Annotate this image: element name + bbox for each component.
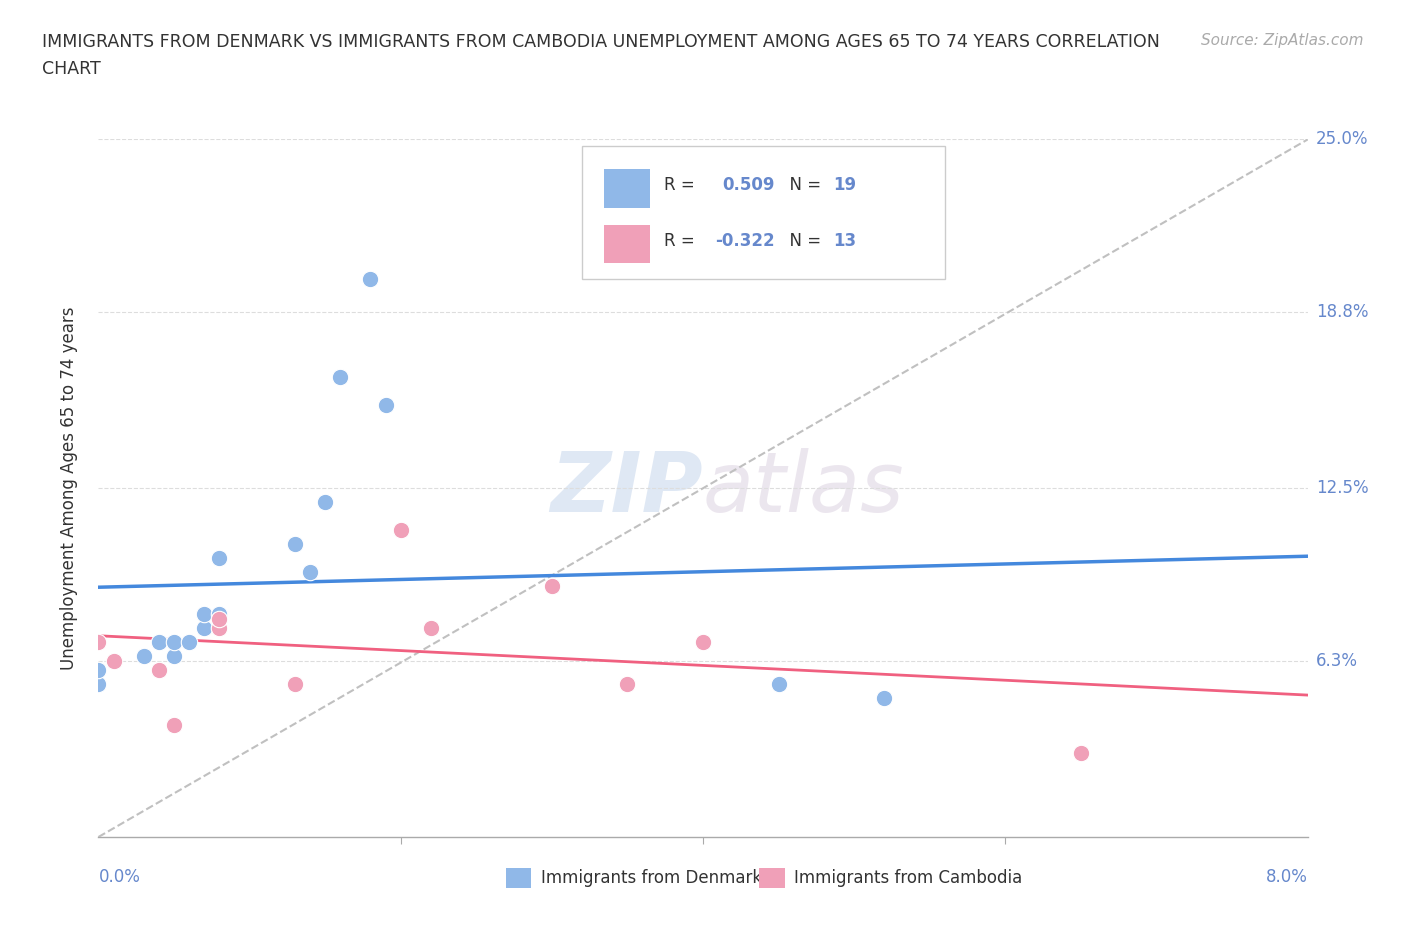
Text: 0.0%: 0.0% — [98, 868, 141, 885]
Point — [1070, 746, 1092, 761]
Text: 0.509: 0.509 — [723, 176, 775, 193]
Point — [87, 662, 110, 677]
Point — [419, 620, 441, 635]
Text: Immigrants from Cambodia: Immigrants from Cambodia — [794, 869, 1022, 887]
Point — [208, 612, 231, 627]
Point — [359, 272, 381, 286]
Point — [540, 578, 562, 593]
Point — [132, 648, 155, 663]
Point — [163, 634, 186, 649]
Text: IMMIGRANTS FROM DENMARK VS IMMIGRANTS FROM CAMBODIA UNEMPLOYMENT AMONG AGES 65 T: IMMIGRANTS FROM DENMARK VS IMMIGRANTS FR… — [42, 33, 1160, 50]
Text: N =: N = — [779, 176, 827, 193]
Point — [768, 676, 790, 691]
Point — [148, 634, 170, 649]
Point — [374, 397, 396, 412]
Point — [299, 565, 322, 579]
Point — [314, 495, 336, 510]
Text: 6.3%: 6.3% — [1316, 652, 1358, 671]
Point — [284, 537, 307, 551]
Point — [193, 606, 215, 621]
Text: R =: R = — [664, 176, 706, 193]
Point — [616, 676, 638, 691]
Text: 18.8%: 18.8% — [1316, 303, 1368, 322]
FancyBboxPatch shape — [603, 169, 650, 207]
Text: 8.0%: 8.0% — [1265, 868, 1308, 885]
Text: Source: ZipAtlas.com: Source: ZipAtlas.com — [1201, 33, 1364, 47]
Text: -0.322: -0.322 — [716, 232, 775, 249]
Text: R =: R = — [664, 232, 700, 249]
Point — [208, 551, 231, 565]
Text: N =: N = — [779, 232, 827, 249]
Text: 25.0%: 25.0% — [1316, 130, 1368, 149]
Text: 12.5%: 12.5% — [1316, 479, 1368, 498]
Y-axis label: Unemployment Among Ages 65 to 74 years: Unemployment Among Ages 65 to 74 years — [59, 307, 77, 670]
Point — [208, 606, 231, 621]
Point — [692, 634, 714, 649]
Point — [284, 676, 307, 691]
Text: 19: 19 — [834, 176, 856, 193]
Text: 13: 13 — [834, 232, 856, 249]
Text: atlas: atlas — [703, 447, 904, 529]
FancyBboxPatch shape — [582, 147, 945, 279]
Point — [389, 523, 412, 538]
Point — [87, 634, 110, 649]
Text: Immigrants from Denmark: Immigrants from Denmark — [541, 869, 762, 887]
Point — [329, 369, 352, 384]
Point — [148, 662, 170, 677]
Text: CHART: CHART — [42, 60, 101, 78]
Point — [163, 648, 186, 663]
FancyBboxPatch shape — [603, 225, 650, 263]
Point — [193, 620, 215, 635]
Point — [103, 654, 125, 669]
Point — [163, 718, 186, 733]
Point — [208, 620, 231, 635]
Point — [179, 634, 201, 649]
Text: ZIP: ZIP — [550, 447, 703, 529]
Point — [873, 690, 896, 705]
Point — [87, 676, 110, 691]
